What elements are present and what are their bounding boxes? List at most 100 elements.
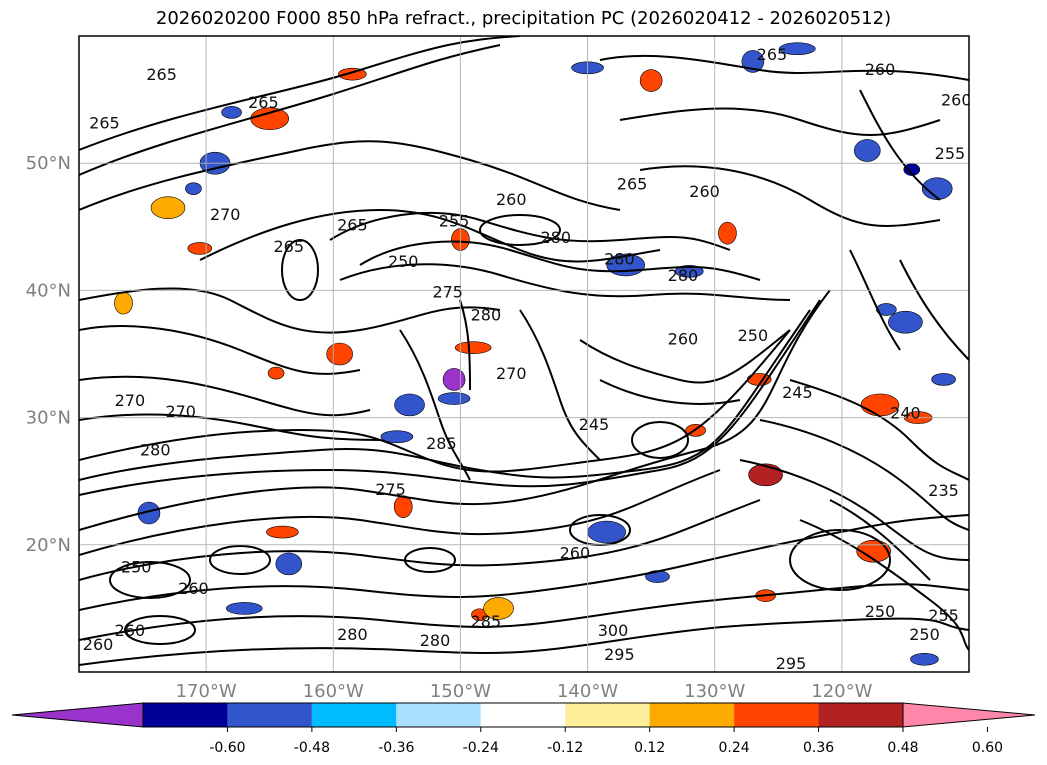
lon-tick-label: 170°W xyxy=(176,681,237,702)
colorbar-tick-label: 0.36 xyxy=(803,740,834,756)
precip-cell xyxy=(748,463,783,487)
contour-label: 260 xyxy=(560,543,591,562)
contour-label: 260 xyxy=(941,91,972,110)
colorbar-tick-label: 0.24 xyxy=(719,740,750,756)
contour-label: 285 xyxy=(426,434,457,453)
contour-label: 295 xyxy=(776,654,807,673)
precip-cell xyxy=(921,177,953,200)
colorbar-segment xyxy=(734,703,819,727)
contour-label: 260 xyxy=(689,182,720,201)
contour-label: 240 xyxy=(890,404,921,423)
colorbar-tick-label: 0.12 xyxy=(634,740,665,756)
contour-label: 260 xyxy=(668,330,699,349)
colorbar-segment xyxy=(649,703,735,727)
lon-tick-label: 140°W xyxy=(557,681,618,702)
contour-label: 265 xyxy=(89,113,120,132)
lat-tick-label: 30°N xyxy=(26,408,71,429)
precip-cell xyxy=(483,597,514,620)
colorbar-tick-labels: -0.60 -0.48 -0.36 -0.24 -0.12 0.12 0.24 0.36 0.4… xyxy=(209,727,1003,756)
precip-cell xyxy=(150,196,186,220)
colorbar-tick-label: -0.24 xyxy=(463,740,499,756)
contour-label: 280 xyxy=(604,250,635,269)
precip-cell xyxy=(275,552,303,576)
precip-cell xyxy=(437,392,471,405)
contour-label: 260 xyxy=(865,60,896,79)
contour-label: 270 xyxy=(210,205,241,224)
contour-label: 260 xyxy=(115,621,146,640)
contour-label: 275 xyxy=(375,480,406,499)
precip-cell xyxy=(718,221,737,245)
contour-label: 260 xyxy=(496,190,527,209)
contour-label: 270 xyxy=(115,391,146,410)
colorbar-tick-label: 0.60 xyxy=(972,740,1003,756)
precip-cell xyxy=(856,539,891,563)
contour-label: 275 xyxy=(432,283,463,302)
contour-label: 265 xyxy=(248,93,279,112)
precip-cell xyxy=(888,310,923,334)
colorbar-segment xyxy=(143,703,228,727)
colorbar-outline xyxy=(142,702,904,728)
contour-label: 235 xyxy=(928,481,959,500)
contour-label: 250 xyxy=(909,625,940,644)
contour-label: 255 xyxy=(935,144,966,163)
contour-label: 280 xyxy=(541,228,572,247)
contour-label: 270 xyxy=(496,364,527,383)
colorbar-tick-label: -0.60 xyxy=(209,740,245,756)
lat-tick-label: 50°N xyxy=(26,153,71,174)
precip-cell xyxy=(931,373,956,386)
colorbar-tick-label: -0.36 xyxy=(378,740,414,756)
lat-tick-label: 40°N xyxy=(26,280,71,301)
colorbar xyxy=(11,702,1036,728)
latitude-tick-labels: 50°N 40°N 30°N 20°N xyxy=(26,153,71,556)
precip-cell xyxy=(876,303,897,316)
contour-label: 280 xyxy=(420,631,451,650)
precip-cell xyxy=(910,652,939,666)
contour-label: 255 xyxy=(439,211,470,230)
colorbar-extend-high xyxy=(902,702,1036,728)
contour-label: 295 xyxy=(604,645,635,664)
contour-label: 260 xyxy=(178,579,209,598)
precip-cell xyxy=(454,341,492,354)
contour-label: 260 xyxy=(83,635,114,654)
colorbar-tick-label: -0.12 xyxy=(547,740,583,756)
contour-label: 255 xyxy=(928,606,959,625)
contour-label: 245 xyxy=(579,415,610,434)
map-frame xyxy=(78,35,970,673)
colorbar-segment xyxy=(227,703,312,727)
contour-label: 250 xyxy=(865,602,896,621)
precip-cell xyxy=(639,69,663,92)
precip-cell xyxy=(187,242,213,255)
colorbar-segment xyxy=(480,703,566,727)
longitude-tick-labels: 170°W 160°W 150°W 140°W 130°W 120°W xyxy=(176,681,873,702)
lon-tick-label: 150°W xyxy=(430,681,491,702)
precip-cell xyxy=(587,520,626,544)
contour-label: 245 xyxy=(782,383,813,402)
precip-cell xyxy=(393,495,413,518)
precip-cell xyxy=(225,602,263,615)
precip-cell xyxy=(380,430,414,443)
chart-title: 2026020200 F000 850 hPa refract., precip… xyxy=(155,8,892,29)
contour-label: 265 xyxy=(274,237,305,256)
colorbar-tick-label: -0.48 xyxy=(294,740,330,756)
contour-label: 265 xyxy=(757,45,788,64)
precip-cell xyxy=(442,368,466,391)
precipitation-shading xyxy=(114,42,956,666)
map-panel xyxy=(79,36,969,672)
contour-label: 250 xyxy=(121,557,152,576)
lon-tick-label: 120°W xyxy=(811,681,872,702)
lat-tick-label: 20°N xyxy=(26,535,71,556)
precip-cell xyxy=(266,525,299,539)
contour-label: 280 xyxy=(337,625,368,644)
precip-cell xyxy=(853,139,881,162)
refractivity-contours xyxy=(79,36,969,666)
precip-cell xyxy=(267,366,285,380)
contour-label: 265 xyxy=(146,65,177,84)
graticule xyxy=(79,36,969,672)
colorbar-segment xyxy=(311,703,397,727)
contour-label: 265 xyxy=(337,215,368,234)
contour-label: 280 xyxy=(668,266,699,285)
colorbar-segment xyxy=(818,703,903,727)
contour-label: 250 xyxy=(738,326,769,345)
contour-label: 270 xyxy=(165,402,196,421)
